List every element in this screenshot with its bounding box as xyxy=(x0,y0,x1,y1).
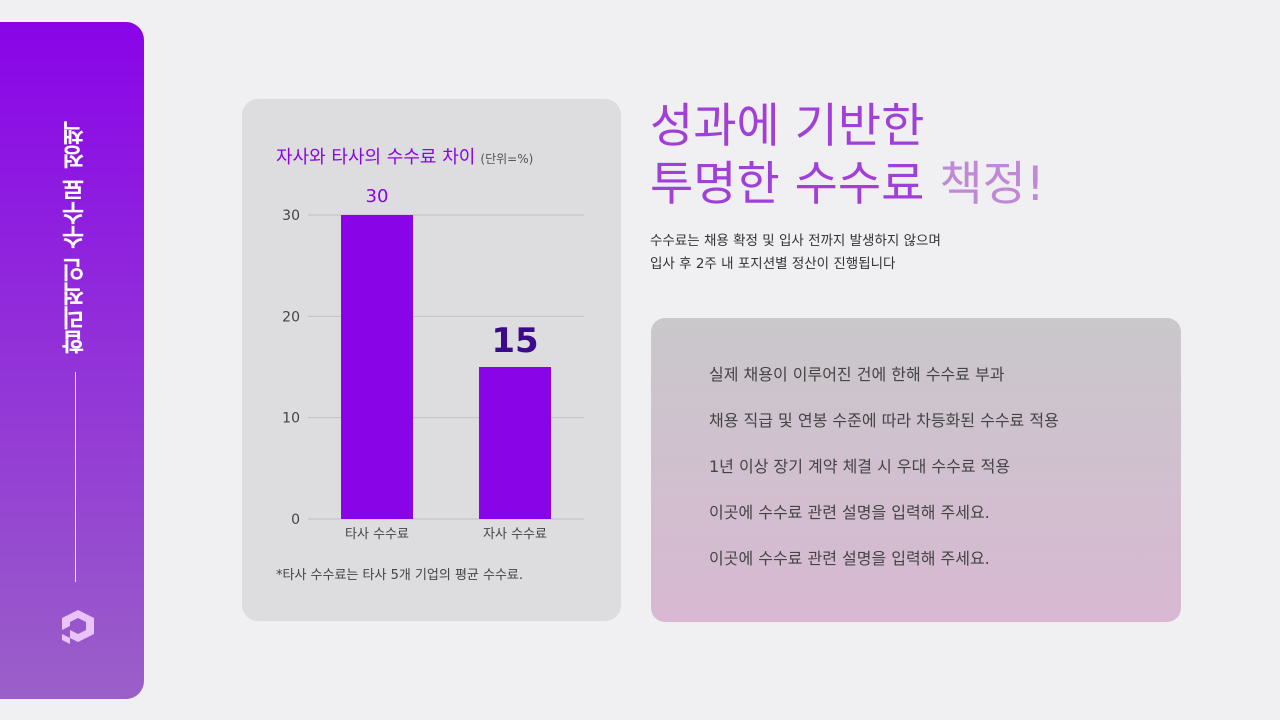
info-item: 채용 직급 및 연봉 수준에 따라 차등화된 수수료 적용 xyxy=(709,411,1059,430)
subtext: 수수료는 채용 확정 및 입사 전까지 발생하지 않으며 입사 후 2주 내 포… xyxy=(650,230,941,276)
chart-title: 자사와 타사의 수수료 차이 (단위=%) xyxy=(276,143,533,169)
headline-line2-b: 책정! xyxy=(939,157,1045,212)
y-tick-label: 20 xyxy=(282,309,300,325)
bar xyxy=(341,215,413,519)
headline-line2-a: 투명한 수수료 xyxy=(650,157,925,212)
info-item: 이곳에 수수료 관련 설명을 입력해 주세요. xyxy=(709,503,990,522)
info-item: 이곳에 수수료 관련 설명을 입력해 주세요. xyxy=(709,549,990,568)
x-tick-label: 자사 수수료 xyxy=(483,527,547,542)
chart-title-main: 자사와 타사의 수수료 차이 xyxy=(276,147,476,168)
x-tick-label: 타사 수수료 xyxy=(345,527,409,542)
sidebar: 합리적인 수수료 정책 xyxy=(0,22,144,699)
info-list: 실제 채용이 이루어진 건에 한해 수수료 부과 채용 직급 및 연봉 수준에 … xyxy=(709,364,1059,594)
brand-logo-icon xyxy=(62,610,94,644)
y-tick-label: 10 xyxy=(282,411,300,427)
info-item: 1년 이상 장기 계약 체결 시 우대 수수료 적용 xyxy=(709,457,1011,476)
sidebar-title: 합리적인 수수료 정책 xyxy=(61,121,90,355)
sidebar-divider xyxy=(75,372,76,582)
subtext-line1: 수수료는 채용 확정 및 입사 전까지 발생하지 않으며 xyxy=(650,233,941,249)
chart-note: *타사 수수료는 타사 5개 기업의 평균 수수료. xyxy=(276,568,524,583)
bar-chart: 0 10 20 30 30 타사 수수료 15 자사 수수료 xyxy=(282,186,584,542)
info-card: 실제 채용이 이루어진 건에 한해 수수료 부과 채용 직급 및 연봉 수준에 … xyxy=(651,318,1181,622)
info-item: 실제 채용이 이루어진 건에 한해 수수료 부과 xyxy=(709,365,1005,384)
bar xyxy=(479,367,551,519)
y-tick-label: 30 xyxy=(282,208,300,224)
data-label: 30 xyxy=(366,186,389,207)
headline: 성과에 기반한 투명한 수수료 책정! xyxy=(650,98,1045,214)
headline-line1: 성과에 기반한 xyxy=(650,99,925,154)
subtext-line2: 입사 후 2주 내 포지션별 정산이 진행됩니다 xyxy=(650,256,896,272)
chart-title-unit: (단위=%) xyxy=(480,152,534,166)
headline-line2: 투명한 수수료 책정! xyxy=(650,156,1045,214)
chart-card: 자사와 타사의 수수료 차이 (단위=%) 0 10 20 30 30 타사 수수료 15 자… xyxy=(242,99,621,621)
data-label: 15 xyxy=(491,321,538,361)
y-tick-label: 0 xyxy=(291,512,300,528)
